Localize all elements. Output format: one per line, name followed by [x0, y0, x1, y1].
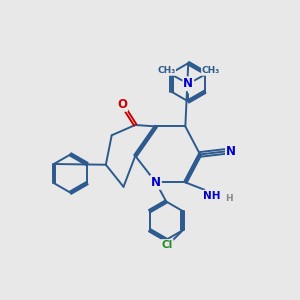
Text: CH₃: CH₃	[157, 66, 175, 75]
Text: O: O	[117, 98, 127, 111]
Text: H: H	[225, 194, 232, 203]
Text: N: N	[226, 145, 236, 158]
Text: NH: NH	[203, 190, 220, 201]
Text: Cl: Cl	[161, 240, 173, 250]
Text: N: N	[183, 77, 193, 90]
Text: N: N	[151, 176, 161, 189]
Text: CH₃: CH₃	[202, 66, 220, 75]
